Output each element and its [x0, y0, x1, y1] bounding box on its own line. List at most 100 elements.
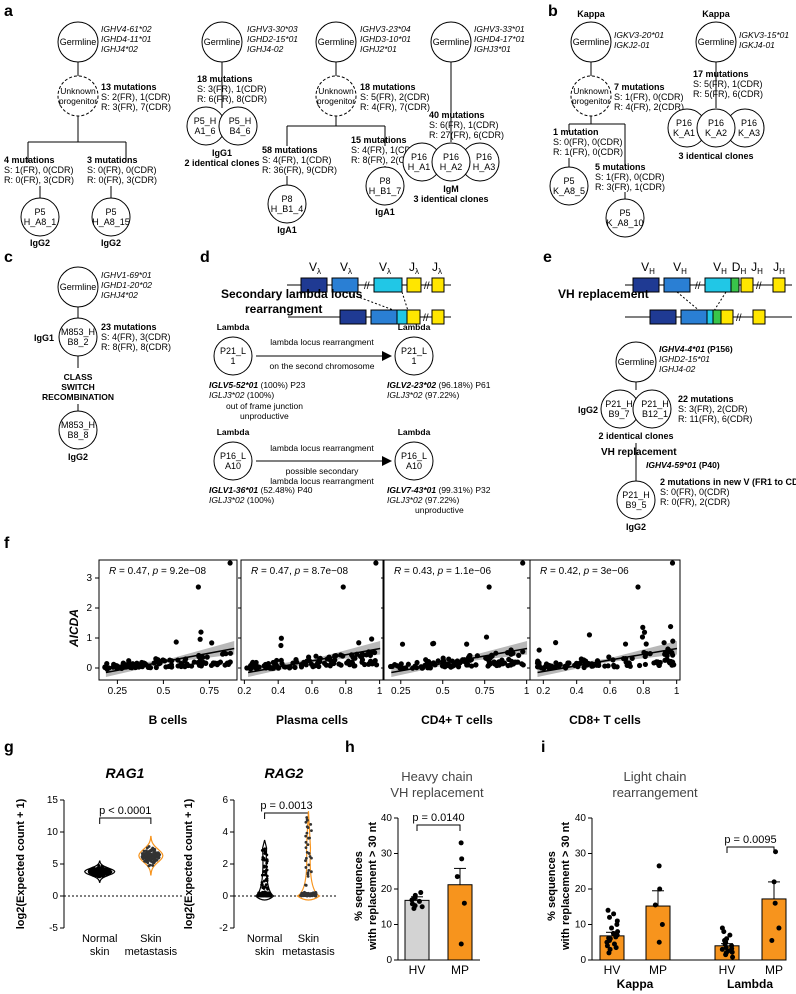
data-point — [410, 665, 416, 671]
data-point — [261, 858, 265, 861]
data-point — [223, 651, 229, 657]
stat-p-label: p — [583, 566, 590, 577]
data-point — [261, 855, 265, 859]
x-tick-label: 0.75 — [200, 686, 220, 697]
data-point — [565, 660, 571, 666]
data-point — [418, 664, 424, 670]
isotype-label: IgG2 — [626, 522, 646, 532]
violin-outline — [138, 835, 164, 876]
mutation-s: S: 4(FR), 3(CDR) — [101, 332, 171, 342]
panel-e: VH VH VH DH JH JH // // // VH replacemen… — [558, 260, 796, 532]
panel-letter-f: f — [4, 535, 10, 552]
data-point — [316, 663, 322, 670]
y-tick-label: 2 — [222, 859, 228, 870]
clone-label-2: A10 — [225, 461, 241, 471]
panel-a: Germline IGHV4-61*02 IGHD4-11*01 IGHJ4*0… — [4, 21, 525, 248]
data-point — [307, 868, 311, 872]
new-gene: IGHV4-59*01 (P40) — [646, 460, 720, 470]
data-point — [464, 657, 471, 663]
germline-label: Germline — [698, 37, 735, 47]
data-point — [534, 660, 541, 666]
gene-j: IGLJ3*02 (100%) — [209, 495, 274, 505]
arrow-label-top: lambda locus rearrangment — [270, 337, 374, 347]
category-label: metastasis — [125, 946, 178, 958]
y-tick-label: 2 — [86, 603, 92, 614]
data-point — [665, 646, 671, 652]
gene-j: IGHJ4*02 — [101, 290, 138, 300]
data-point — [368, 649, 374, 656]
clone-label-1: P5_H — [229, 116, 252, 126]
progenitor-label-1: Unknown — [318, 86, 354, 96]
clone-label-1: P8 — [379, 176, 390, 186]
stat-p-label: p — [152, 566, 159, 577]
clone-node — [213, 336, 253, 376]
gene-v: IGHV3-33*01 — [474, 24, 525, 34]
clone-label-2: A1_6 — [194, 126, 215, 136]
germline-label: Germline — [618, 357, 655, 367]
data-point — [95, 871, 99, 875]
gene-v: IGKV3-15*01 — [739, 30, 789, 40]
data-point — [730, 954, 736, 960]
left-mutation-r: R: 36(FR), 9(CDR) — [262, 165, 337, 175]
data-point — [88, 869, 92, 872]
i-ylabel-1: % sequences — [546, 851, 558, 921]
data-point — [666, 659, 672, 665]
data-point — [102, 664, 108, 670]
data-point — [90, 870, 94, 874]
data-point — [496, 659, 502, 665]
data-point — [488, 661, 494, 667]
gene-v: IGHV4-4*01 (P156) — [659, 344, 733, 354]
category-label: skin — [255, 946, 275, 958]
g-ylabel: log2(Expected count + 1) — [183, 798, 195, 929]
right-mutation-count: 3 mutations — [87, 155, 138, 165]
clone-label-2: K_A8_5 — [553, 186, 585, 196]
data-point — [424, 660, 430, 666]
data-point — [263, 849, 267, 853]
data-point — [613, 945, 619, 951]
arrow-label-bottom: possible secondary — [286, 466, 360, 476]
data-point — [508, 651, 514, 657]
category-label: skin — [90, 946, 110, 958]
panel-i: Light chain rearrangement % sequences wi… — [546, 769, 787, 991]
mutation-s: S: 3(FR), 1(CDR) — [197, 84, 267, 94]
data-point — [635, 584, 641, 590]
frame-note: out of frame junction — [226, 401, 303, 411]
svg-text://: // — [695, 281, 701, 292]
data-point — [152, 852, 155, 856]
x-tick-label: 0.4 — [570, 686, 584, 697]
data-point — [204, 654, 210, 660]
mutation-r: R: 0(FR), 2(CDR) — [660, 497, 730, 507]
data-point — [622, 641, 629, 647]
data-point — [412, 892, 418, 898]
data-point — [308, 855, 312, 858]
data-point — [253, 662, 259, 668]
data-point — [458, 941, 464, 947]
arrow-label-bottom: on the second chromosome — [270, 361, 375, 371]
data-point — [557, 661, 563, 667]
bar-plot: 0 10 20 30 40 HV MP p = 0.0140 — [381, 812, 480, 977]
stat-p-label: p — [294, 566, 301, 577]
data-point — [440, 655, 446, 661]
data-point — [636, 662, 643, 669]
mutation-r: R: 3(FR), 7(CDR) — [101, 102, 171, 112]
clone-node — [20, 197, 60, 237]
data-point — [464, 662, 470, 668]
lambda-locus-diagram: Vλ Vλ Vλ Jλ Jλ // // // — [287, 260, 451, 325]
gene-v: IGHV3-23*04 — [360, 24, 411, 34]
data-point — [719, 946, 725, 952]
data-point — [772, 900, 778, 906]
y-tick-label: -2 — [219, 923, 228, 934]
isotype-label: IgG2 — [68, 452, 88, 462]
data-point — [776, 925, 782, 931]
clone-label-1: M853_H — [61, 420, 95, 430]
clone-label-1: P16_L — [220, 451, 246, 461]
gene-v: IGLV5-52*01 (100%) P23 — [209, 380, 306, 390]
segment-label-v: Vλ — [379, 260, 391, 276]
svg-text://: // — [364, 281, 370, 292]
data-point — [317, 655, 323, 661]
data-point — [372, 649, 378, 656]
clone-label-1: P5 — [105, 207, 116, 217]
data-point — [493, 650, 499, 656]
significance-bracket — [99, 817, 152, 824]
panel-g: log2(Expected count + 1) log2(Expected c… — [15, 765, 336, 958]
